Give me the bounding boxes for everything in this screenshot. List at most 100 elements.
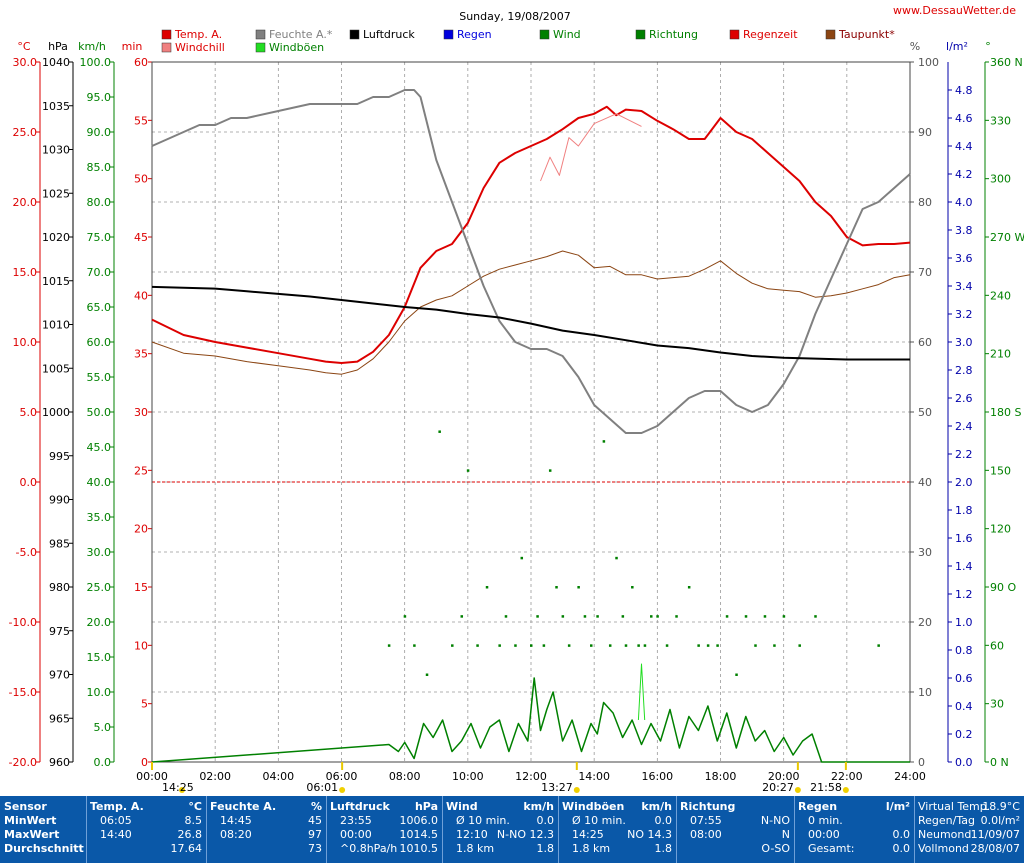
temp-axis-tick-label: 20.0 [13, 196, 38, 209]
series-layer [151, 89, 911, 763]
time-axis-tick-label: 08:00 [389, 770, 421, 783]
richtung-point [814, 615, 817, 618]
rain-time-axis-tick-label: 45 [134, 231, 148, 244]
richtung-point [536, 615, 539, 618]
richtung-point [542, 644, 546, 647]
time-axis-tick-label: 14:00 [578, 770, 610, 783]
rain-axis-tick-label: 2.8 [955, 364, 973, 377]
panel-value-row: 07:55 N-NO [680, 814, 790, 827]
panel-value-row: Ø 10 min. 0.0 [446, 814, 554, 827]
panel-value: 0.0 [892, 828, 911, 841]
time-axis-tick-label: 02:00 [199, 770, 231, 783]
rain-axis-tick-label: 4.8 [955, 84, 973, 97]
panel-value-row: 00:00 1014.5 [330, 828, 438, 841]
richtung-point [665, 644, 669, 647]
rain-axis-tick-label: 0.4 [955, 700, 973, 713]
temp-axis-tick-label: 30.0 [13, 56, 38, 69]
time-axis-tick-label: 20:00 [768, 770, 800, 783]
direction-axis-tick-label: 30 [990, 698, 1004, 711]
panel-section-title: Temp. A. [90, 800, 144, 813]
rain-axis-tick-label: 1.2 [955, 588, 973, 601]
panel-value-row: 17.64 [90, 842, 203, 855]
pressure-axis-tick-label: 1000 [42, 406, 70, 419]
panel-value: 28/08/07 [970, 842, 1020, 855]
panel-value-label: Gesamt: [808, 842, 855, 855]
wind-axis-tick-label: 70.0 [87, 266, 112, 279]
time-axis-tick-label: 24:00 [894, 770, 926, 783]
richtung-point [583, 615, 587, 618]
panel-value-label: 1.8 km [572, 842, 611, 855]
rain-time-axis-tick-label: 50 [134, 173, 148, 186]
panel-value: 73 [308, 842, 322, 855]
wind-axis-tick-label: 15.0 [87, 651, 112, 664]
panel-value-row: Regen/Tag 0.0l/m² [918, 814, 1020, 827]
axis-unit: min [122, 40, 143, 53]
panel-value: 0.0 [536, 814, 555, 827]
panel-value-row: 08:00 N [680, 828, 790, 841]
wind-axis-tick-label: 25.0 [87, 581, 112, 594]
pressure-axis-tick-label: 995 [49, 450, 70, 463]
weather-chart: Sunday, 19/08/2007 www.DessauWetter.de T… [9, 4, 1024, 794]
sun-markers: 14:25 06:01 13:27 20:27 21:58 [151, 762, 849, 794]
wind-axis-tick-label: 30.0 [87, 546, 112, 559]
legend: Temp. A.Windchill Feuchte A.*Windböen Luft… [161, 28, 895, 54]
humidity-axis-tick-label: 80 [918, 196, 932, 209]
panel-value-row: Virtual Temp. 18.9°C [918, 800, 1020, 813]
wind-axis-tick-label: 45.0 [87, 441, 112, 454]
temp-a-line [151, 105, 911, 364]
axis-unit: °C [17, 40, 31, 53]
panel-section-title: Wind [446, 800, 478, 813]
panel-section-title: Regen [798, 800, 838, 813]
panel-value-row: 08:20 97 [210, 828, 322, 841]
richtung-point [567, 644, 571, 647]
rain-time-axis-tick-label: 40 [134, 289, 148, 302]
richtung-point [643, 644, 647, 647]
panel-value-row: 23:55 1006.0 [330, 814, 438, 827]
panel-value: 17.64 [170, 842, 203, 855]
humidity-axis-tick-label: 60 [918, 336, 932, 349]
panel-value-label: 1.8 km [456, 842, 495, 855]
panel-section-unit: l/m² [885, 800, 910, 813]
panel-section-title: Richtung [680, 800, 736, 813]
panel-value-row: 14:45 45 [210, 814, 322, 827]
sun-marker-label: 13:27 [541, 781, 573, 794]
rain-axis-tick-label: 2.0 [955, 476, 973, 489]
richtung-point [697, 644, 700, 647]
richtung-point [877, 644, 880, 647]
time-axis-tick-label: 10:00 [452, 770, 484, 783]
humidity-axis-tick-label: 0 [918, 756, 925, 769]
rain-axis-tick-label: 2.4 [955, 420, 973, 433]
panel-value-row: 00:00 0.0 [798, 828, 910, 841]
panel-value-label: 06:05 [100, 814, 132, 827]
humidity-axis-tick-label: 50 [918, 406, 932, 419]
panel-value-row: 14:25 NO 14.3 [562, 828, 672, 841]
direction-axis-tick-label: 120 [990, 523, 1011, 536]
panel-section-title: Windböen [562, 800, 625, 813]
legend-swatch [349, 29, 360, 40]
richtung-point [476, 644, 479, 647]
richtung-point [782, 615, 786, 618]
website-link[interactable]: www.DessauWetter.de [893, 4, 1016, 17]
panel-value-row: O-SO [680, 842, 790, 855]
panel-value-label: 14:25 [572, 828, 604, 841]
wind-axis-tick-label: 50.0 [87, 406, 112, 419]
panel-value: O-SO [761, 842, 790, 855]
temp-axis-tick-label: -20.0 [9, 756, 37, 769]
legend-swatch [825, 29, 836, 40]
sun-icon [842, 787, 849, 793]
time-axis-tick-label: 22:00 [831, 770, 863, 783]
rain-axis-tick-label: 2.2 [955, 448, 973, 461]
rain-axis-tick-label: 0.2 [955, 728, 973, 741]
rain-time-axis-tick-label: 10 [134, 639, 148, 652]
richtung-point [615, 556, 618, 560]
pressure-axis-tick-label: 975 [49, 625, 70, 638]
panel-section-header: Temp. A. °C [90, 800, 202, 813]
rain-axis-tick-label: 0.8 [955, 644, 973, 657]
sun-icon [339, 787, 346, 793]
axis-unit: % [910, 40, 920, 53]
richtung-point [675, 615, 678, 618]
rain-axis-tick-label: 0.6 [955, 672, 973, 685]
temp-axis-tick-label: 0.0 [20, 476, 38, 489]
rain-axis-tick-label: 3.8 [955, 224, 973, 237]
time-axis-tick-label: 00:00 [136, 770, 168, 783]
